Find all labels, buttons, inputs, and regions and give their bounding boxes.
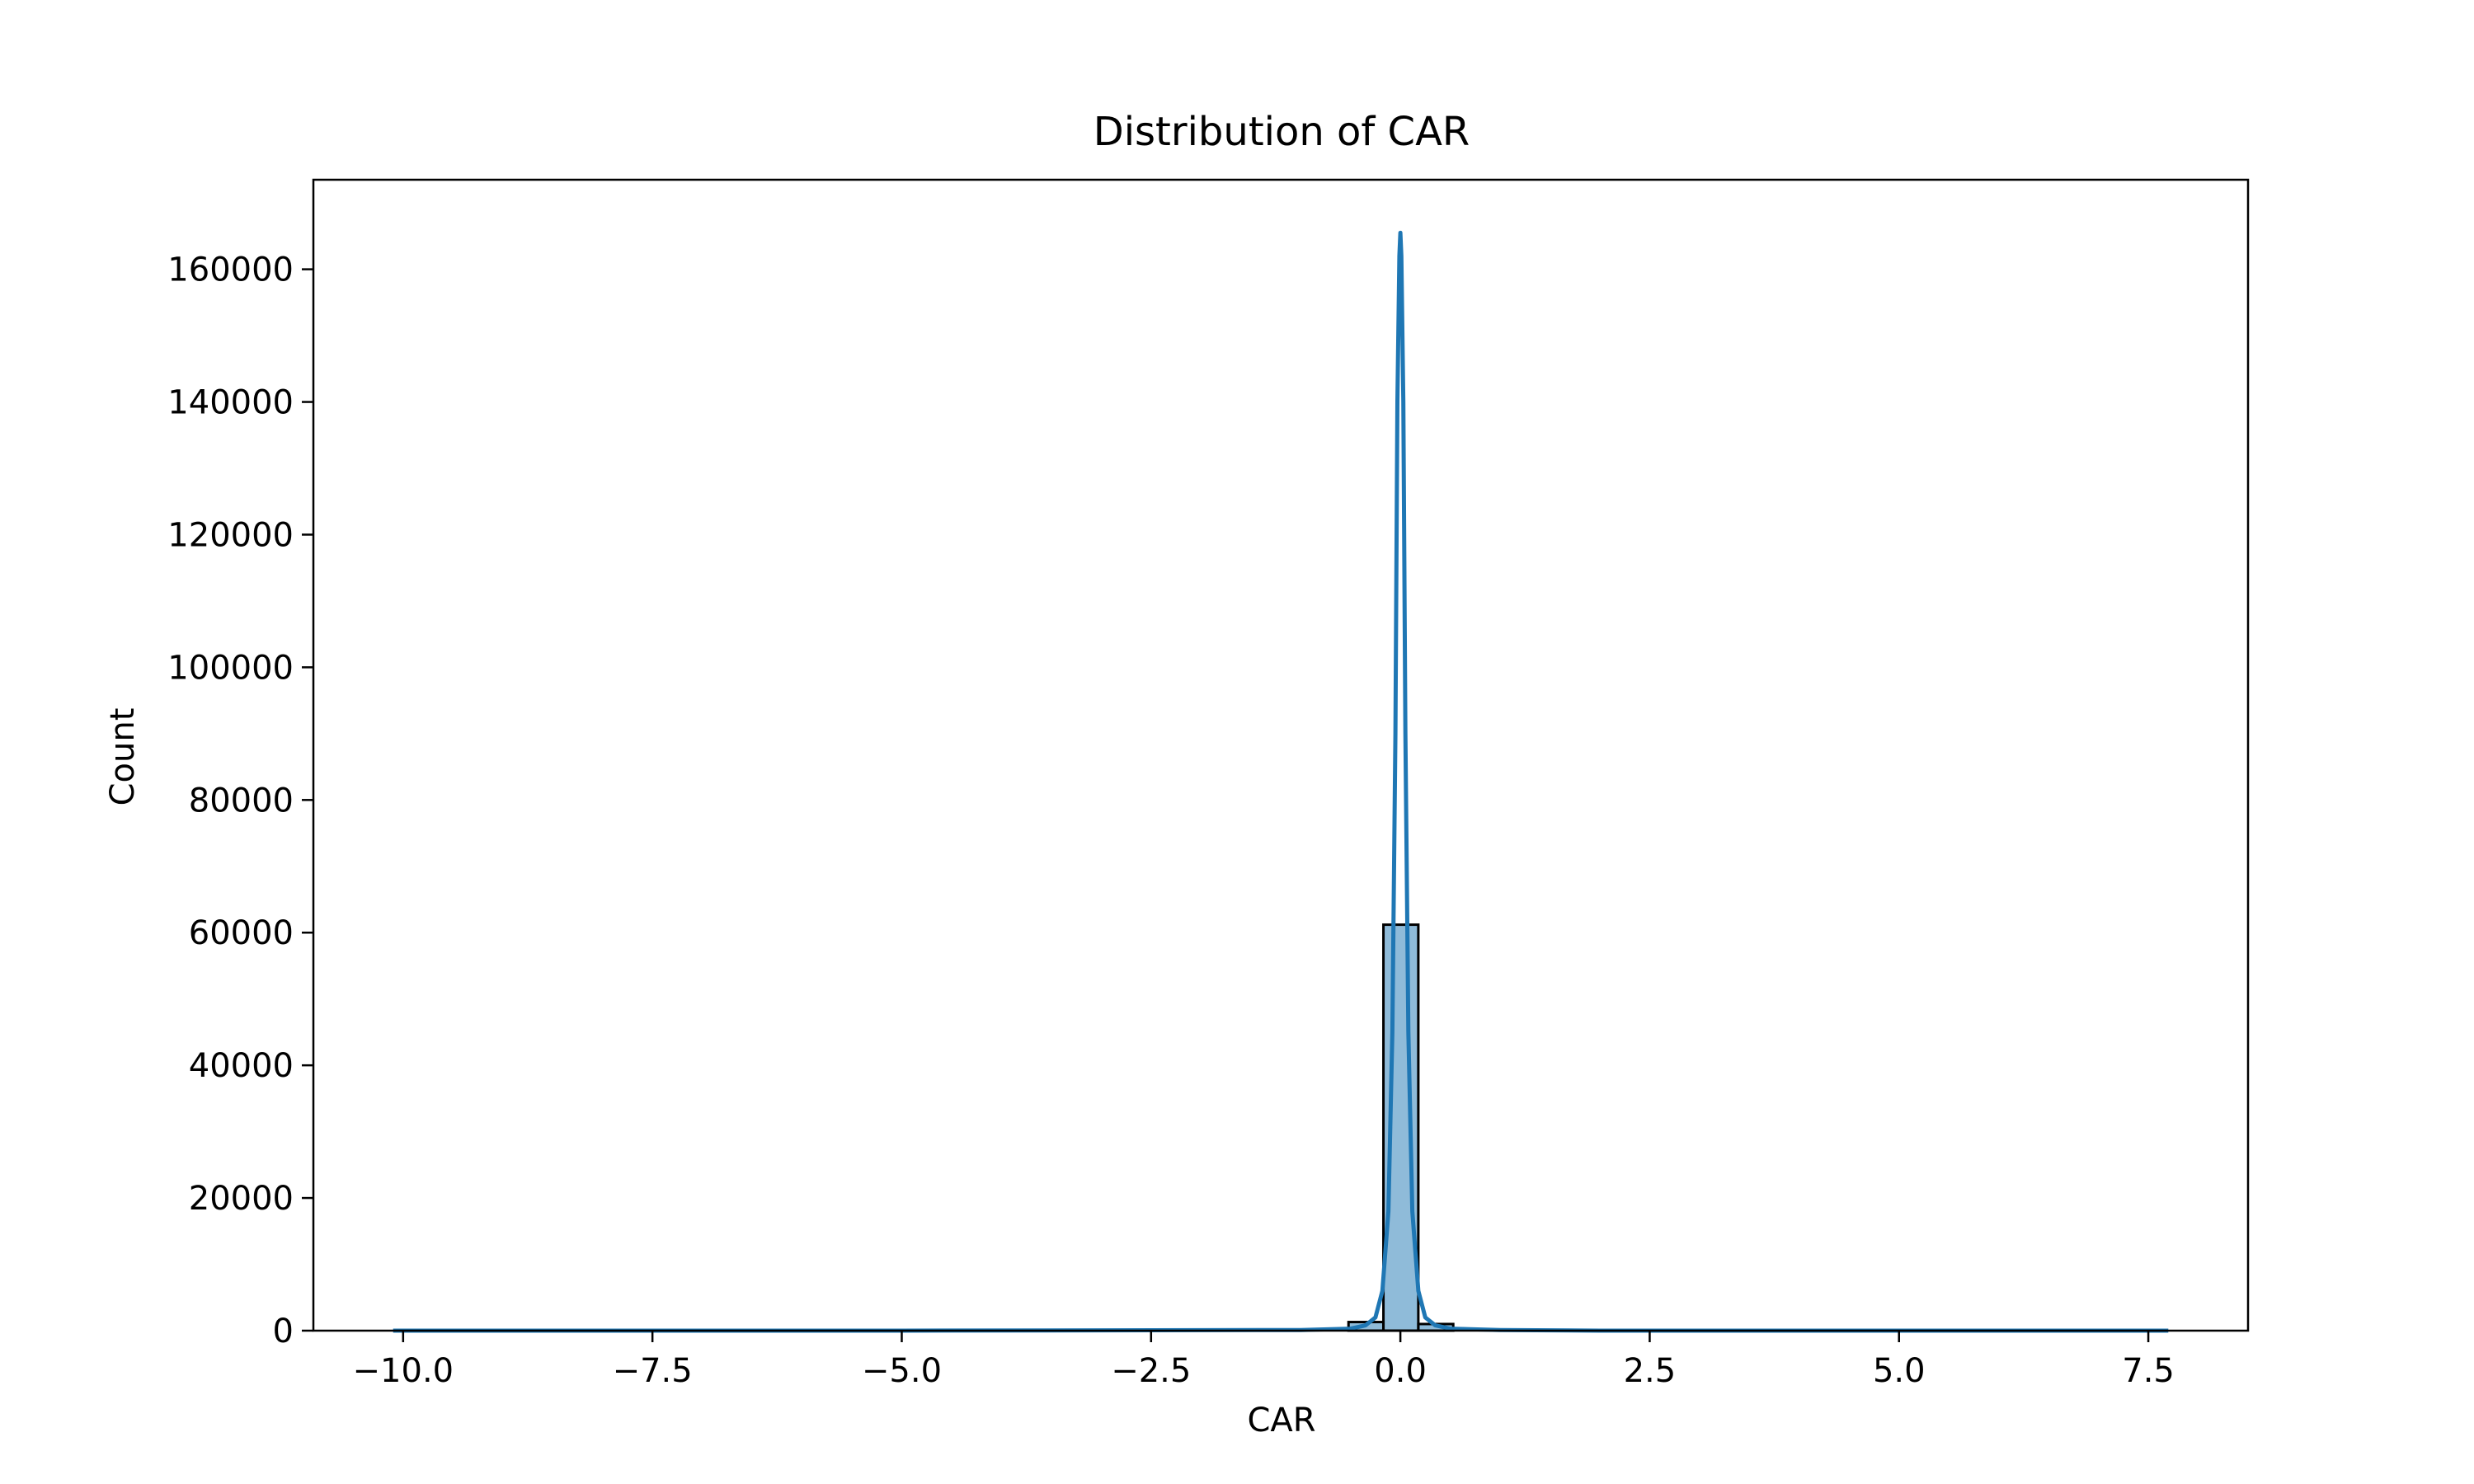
x-tick-label: −7.5 — [613, 1352, 693, 1390]
x-tick-label: 5.0 — [1873, 1352, 1926, 1390]
x-axis: −10.0 −7.5 −5.0 −2.5 0.0 2.5 5.0 7.5 — [353, 1331, 2175, 1390]
y-tick-label: 40000 — [189, 1047, 294, 1085]
x-tick-label: −2.5 — [1111, 1352, 1191, 1390]
y-tick-label: 20000 — [189, 1180, 294, 1218]
plot-frame — [312, 178, 2250, 1332]
x-tick-label: −5.0 — [862, 1352, 942, 1390]
y-tick-label: 80000 — [189, 782, 294, 819]
y-tick-label: 160000 — [167, 251, 294, 289]
x-axis-title: CAR — [1247, 1402, 1315, 1439]
y-tick-label: 140000 — [167, 384, 294, 422]
y-tick-label: 60000 — [189, 914, 294, 952]
x-tick-label: 0.0 — [1374, 1352, 1427, 1390]
y-axis-title: Count — [104, 708, 142, 806]
x-tick-label: 2.5 — [1624, 1352, 1677, 1390]
chart-title: Distribution of CAR — [1094, 109, 1470, 155]
y-tick-label: 100000 — [167, 649, 294, 687]
y-tick-label: 120000 — [167, 516, 294, 554]
kde-curve-group — [393, 230, 2169, 1333]
kde-curve — [393, 230, 2169, 1333]
y-tick-label: 0 — [273, 1313, 294, 1350]
x-tick-label: −10.0 — [353, 1352, 454, 1390]
x-tick-label: 7.5 — [2122, 1352, 2175, 1390]
y-axis: 0 20000 40000 60000 80000 100000 120000 140000 1… — [167, 251, 313, 1350]
